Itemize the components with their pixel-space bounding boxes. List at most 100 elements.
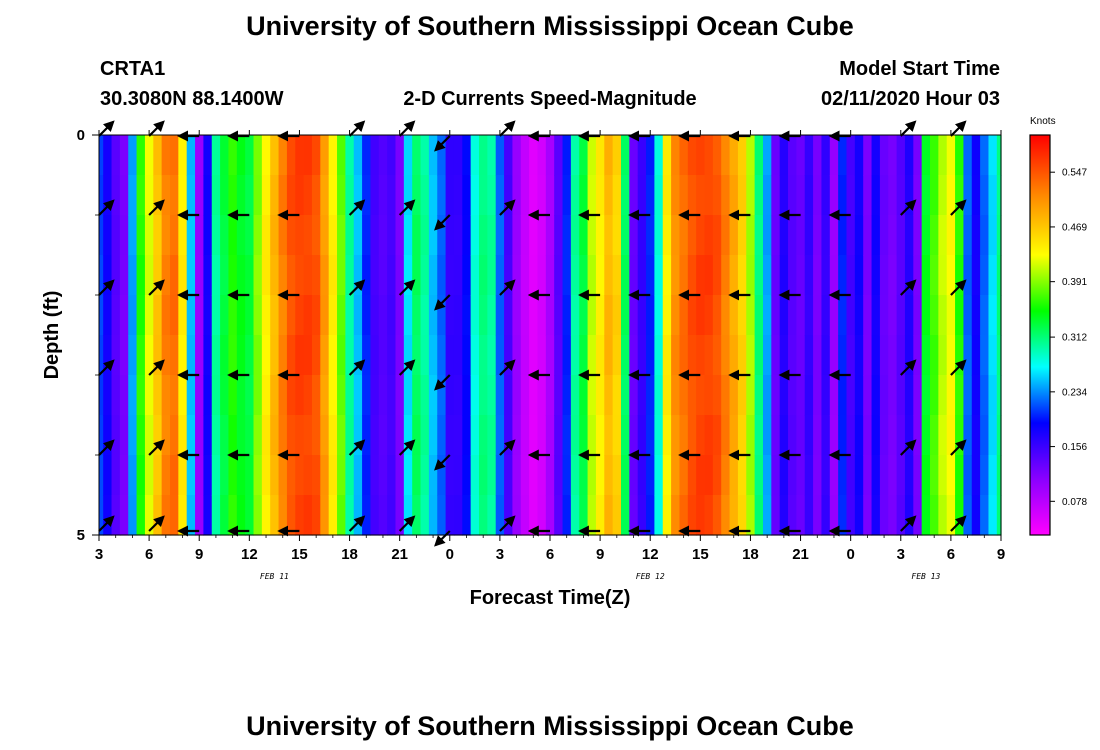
heatmap-cell: [879, 255, 889, 296]
heatmap-cell: [796, 255, 806, 296]
heatmap-cell: [245, 295, 255, 336]
heatmap-cell: [345, 295, 355, 336]
heatmap-cell: [579, 495, 589, 536]
heatmap-cell: [412, 335, 422, 376]
heatmap-cell: [537, 175, 547, 216]
heatmap-cell: [378, 215, 388, 256]
heatmap-cell: [779, 415, 789, 456]
heatmap-cell: [921, 295, 931, 336]
heatmap-cell: [955, 375, 965, 416]
heatmap-cell: [879, 415, 889, 456]
heatmap-cell: [796, 375, 806, 416]
colorbar-tick-label: 0.469: [1062, 222, 1087, 233]
heatmap-cell: [203, 455, 213, 496]
heatmap-cell: [236, 255, 246, 296]
heatmap-cell: [629, 455, 639, 496]
heatmap-cell: [804, 215, 814, 256]
heatmap-cell: [453, 495, 463, 536]
heatmap-cell: [529, 255, 539, 296]
heatmap-cell: [253, 295, 263, 336]
heatmap-cell: [153, 335, 163, 376]
heatmap-cell: [395, 335, 405, 376]
heatmap-cell: [178, 135, 188, 176]
heatmap-cell: [729, 175, 739, 216]
heatmap-cell: [679, 135, 689, 176]
heatmap-cell: [445, 495, 455, 536]
heatmap-cell: [295, 215, 305, 256]
heatmap-cell: [737, 135, 747, 176]
heatmap-cell: [412, 215, 422, 256]
heatmap-cell: [646, 295, 655, 336]
heatmap-cell: [520, 415, 530, 456]
heatmap-cell: [554, 415, 564, 456]
heatmap-cell: [387, 295, 397, 336]
heatmap-cell: [938, 495, 948, 536]
heatmap-cell: [971, 255, 981, 296]
heatmap-cell: [904, 335, 914, 376]
heatmap-cell: [428, 215, 438, 256]
heatmap-cell: [988, 495, 998, 536]
heatmap-cell: [721, 175, 731, 216]
heatmap-cell: [261, 135, 271, 176]
heatmap-cell: [512, 495, 522, 536]
heatmap-cell: [245, 215, 255, 256]
heatmap-cell: [804, 415, 814, 456]
heatmap-cell: [737, 255, 747, 296]
heatmap-cell: [554, 215, 564, 256]
colorbar: Knots 0.547 0.469 0.391 0.312 0.234 0.156 0.07…: [1029, 116, 1087, 536]
heatmap-cell: [278, 255, 288, 296]
heatmap-cell: [362, 415, 372, 456]
heatmap-cell: [779, 495, 789, 536]
heatmap-cell: [470, 455, 480, 496]
heatmap-cell: [169, 135, 179, 176]
heatmap-cell: [579, 215, 589, 256]
heatmap-cell: [620, 255, 630, 296]
heatmap-cell: [253, 135, 263, 176]
heatmap-cell: [620, 175, 630, 216]
heatmap-cell: [904, 375, 914, 416]
heatmap-cell: [428, 175, 438, 216]
heatmap-cell: [896, 495, 906, 536]
heatmap-cell: [487, 415, 497, 456]
heatmap-cell: [479, 375, 488, 416]
heatmap-cell: [328, 495, 338, 536]
heatmap-cell: [863, 135, 873, 176]
heatmap-cell: [378, 375, 388, 416]
heatmap-cell: [303, 215, 313, 256]
heatmap-cell: [988, 135, 998, 176]
heatmap-cell: [487, 495, 497, 536]
heatmap-cell: [303, 375, 313, 416]
current-vector: [499, 515, 516, 532]
heatmap-cell: [462, 255, 472, 296]
heatmap-cell: [537, 295, 547, 336]
heatmap-cell: [270, 455, 280, 496]
heatmap-cell: [220, 455, 230, 496]
heatmap-cell: [587, 375, 597, 416]
heatmap-cell: [712, 215, 722, 256]
heatmap-cell: [821, 335, 831, 376]
heatmap-cell: [629, 295, 639, 336]
heatmap-cell: [587, 175, 597, 216]
heatmap-cell: [512, 175, 522, 216]
heatmap-cell: [604, 215, 614, 256]
heatmap-cell: [203, 255, 213, 296]
current-vector: [499, 199, 516, 216]
heatmap-cell: [921, 175, 931, 216]
heatmap-cell: [854, 375, 864, 416]
heatmap-cell: [570, 335, 580, 376]
colorbar-tick-label: 0.078: [1062, 497, 1087, 508]
heatmap-cell: [103, 175, 113, 216]
heatmap-cell: [963, 375, 973, 416]
heatmap-cell: [771, 175, 781, 216]
heatmap-cell: [846, 375, 856, 416]
heatmap-cell: [938, 135, 948, 176]
heatmap-cell: [387, 175, 397, 216]
heatmap-cell: [403, 415, 413, 456]
heatmap-cell: [286, 135, 296, 176]
heatmap-cell: [779, 455, 789, 496]
heatmap-cell: [579, 135, 589, 176]
heatmap-cell: [754, 495, 764, 536]
heatmap-cell: [345, 255, 355, 296]
x-tick-label: 6: [947, 546, 955, 563]
heatmap-cell: [186, 415, 196, 456]
